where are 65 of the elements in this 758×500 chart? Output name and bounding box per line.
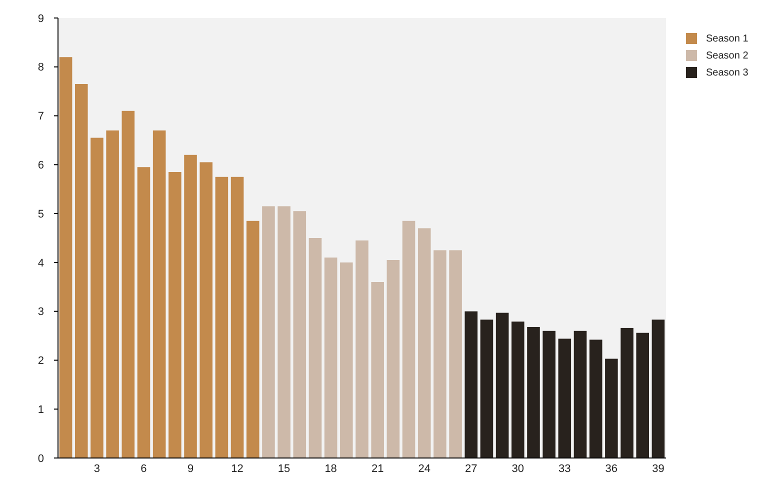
bar <box>496 312 509 458</box>
bar <box>356 240 368 458</box>
bar <box>152 130 166 458</box>
y-tick-label: 4 <box>38 257 44 270</box>
x-tick-label: 3 <box>94 463 100 475</box>
y-tick-label: 5 <box>38 208 44 220</box>
x-tick-label: 15 <box>278 463 290 475</box>
y-tick-label: 0 <box>38 452 44 465</box>
bar <box>168 172 182 458</box>
bar <box>184 154 197 458</box>
bar <box>652 320 665 458</box>
x-tick-label: 30 <box>512 463 524 475</box>
bar <box>542 330 556 458</box>
bar <box>293 211 306 458</box>
bar <box>464 311 478 458</box>
bar <box>324 258 338 458</box>
x-tick-label: 39 <box>652 463 664 475</box>
bar <box>480 320 494 458</box>
x-tick-label: 36 <box>605 463 618 475</box>
bar <box>74 84 88 458</box>
bar <box>605 358 618 458</box>
bar <box>418 228 431 458</box>
bar <box>137 167 150 458</box>
bar <box>371 282 384 458</box>
bar <box>558 338 572 458</box>
x-tick-label: 9 <box>187 463 194 475</box>
bar <box>527 326 540 458</box>
y-tick-label: 8 <box>38 62 44 74</box>
legend-label: Season 3 <box>706 68 749 78</box>
bar <box>636 332 650 458</box>
y-tick-label: 6 <box>38 160 44 172</box>
y-tick-label: 2 <box>38 355 44 368</box>
bar <box>386 260 400 458</box>
bar <box>59 57 72 458</box>
bar <box>106 130 119 458</box>
x-tick-label: 27 <box>465 463 478 475</box>
bar <box>90 138 104 458</box>
x-tick-label: 24 <box>418 463 430 475</box>
bar <box>340 262 353 458</box>
legend-label: Season 2 <box>706 50 749 62</box>
bar <box>402 220 416 458</box>
x-tick-label: 21 <box>371 463 384 475</box>
bar <box>308 238 322 458</box>
bar <box>620 328 634 458</box>
y-tick-label: 3 <box>38 306 44 318</box>
y-tick-label: 1 <box>38 404 44 416</box>
bar <box>262 206 275 458</box>
bar <box>589 340 602 458</box>
bar <box>246 220 260 458</box>
bar <box>215 176 228 458</box>
bar <box>230 176 244 458</box>
bar <box>122 110 135 458</box>
x-tick-label: 12 <box>231 463 244 475</box>
bar <box>449 250 462 458</box>
y-tick-label: 9 <box>38 12 44 25</box>
x-tick-label: 18 <box>324 463 337 475</box>
y-tick-label: 7 <box>38 110 44 123</box>
x-tick-label: 33 <box>558 463 571 475</box>
bar <box>278 206 290 458</box>
bar <box>200 162 212 458</box>
x-tick-label: 6 <box>140 463 147 475</box>
bar <box>434 250 446 458</box>
bar <box>512 322 524 458</box>
bar <box>574 330 587 458</box>
legend-label: Season 1 <box>706 34 749 44</box>
